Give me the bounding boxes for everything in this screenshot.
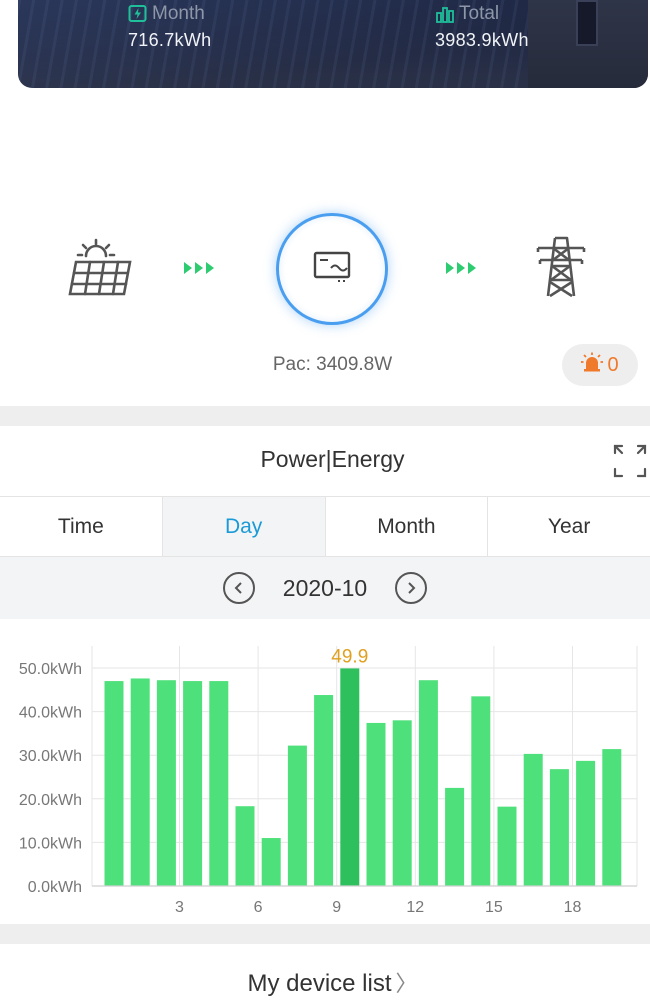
- power-tower-icon: [534, 236, 588, 303]
- x-tick-label: 12: [406, 899, 424, 916]
- fullscreen-icon[interactable]: [613, 444, 647, 483]
- pac-readout: Pac: 3409.8W: [272, 354, 393, 375]
- bar: [392, 720, 412, 886]
- bar: [209, 681, 229, 886]
- month-energy-icon: [128, 4, 148, 24]
- alarm-icon: [581, 352, 604, 378]
- flow-arrows-right: [446, 262, 478, 274]
- summary-banner: Month 716.7kWh Total 3983.9kWh: [18, 0, 648, 88]
- banner-window: [576, 0, 598, 46]
- current-date: 2020-10: [282, 574, 368, 601]
- bar: [602, 749, 622, 886]
- chart-title: Power|Energy: [260, 446, 405, 472]
- date-navigator: 2020-10: [0, 557, 650, 619]
- month-value: 716.7kWh: [128, 30, 212, 50]
- x-tick-label: 18: [564, 899, 582, 916]
- tab-month[interactable]: Month: [325, 497, 489, 556]
- solar-panel-icon: [68, 238, 134, 303]
- bar: [261, 838, 281, 886]
- bar: [314, 695, 334, 886]
- flow-arrows-left: [184, 262, 216, 274]
- device-list-link[interactable]: My device list 〉: [0, 966, 650, 998]
- device-list-label: My device list: [247, 970, 392, 997]
- bar: [445, 787, 465, 886]
- energy-bar-chart: 0.0kWh 10.0kWh 20.0kWh 30.0kWh 40.0kWh 50.0kW…: [0, 630, 650, 920]
- month-stat: Month 716.7kWh: [128, 2, 211, 51]
- period-tabs: Time Day Month Year: [0, 496, 650, 557]
- y-tick-label: 40.0kWh: [19, 705, 82, 722]
- y-tick-label: 30.0kWh: [19, 748, 82, 765]
- bar: [340, 668, 360, 886]
- energy-flow: [0, 210, 650, 330]
- bar: [235, 806, 255, 886]
- prev-date-button[interactable]: [222, 572, 255, 604]
- alarm-count: 0: [607, 353, 619, 376]
- bar: [104, 681, 124, 886]
- inverter-button[interactable]: [276, 213, 388, 325]
- bar: [418, 680, 438, 886]
- bar: [130, 678, 150, 886]
- y-tick-label: 20.0kWh: [19, 792, 82, 809]
- total-bar-icon: [435, 4, 455, 24]
- total-label: Total: [459, 3, 500, 24]
- next-date-button[interactable]: [395, 572, 428, 604]
- section-divider: [0, 406, 650, 426]
- chevron-right-icon: 〉: [395, 971, 418, 996]
- chart-svg: 0.0kWh 10.0kWh 20.0kWh 30.0kWh 40.0kWh 50.0kW…: [19, 646, 638, 916]
- tab-time[interactable]: Time: [0, 497, 163, 556]
- alarm-button[interactable]: 0: [562, 344, 638, 386]
- x-tick-label: 15: [485, 899, 503, 916]
- bar: [523, 753, 543, 886]
- bar: [471, 696, 491, 886]
- y-tick-label: 0.0kWh: [28, 879, 82, 896]
- y-tick-label: 10.0kWh: [19, 835, 82, 852]
- chevron-right-icon: [408, 582, 416, 594]
- x-tick-label: 6: [254, 899, 263, 916]
- inverter-icon: [312, 250, 352, 289]
- bar: [576, 760, 596, 886]
- chevron-left-icon: [234, 582, 242, 594]
- section-divider-bottom: [0, 924, 650, 944]
- x-tick-label: 9: [332, 899, 341, 916]
- total-stat: Total 3983.9kWh: [435, 2, 529, 51]
- bar: [366, 722, 386, 886]
- total-value: 3983.9kWh: [435, 30, 529, 50]
- bar: [287, 745, 307, 886]
- bar: [549, 769, 569, 886]
- tab-day[interactable]: Day: [162, 497, 326, 556]
- y-tick-label: 50.0kWh: [19, 661, 82, 678]
- highlight-value-label: 49.9: [331, 646, 368, 667]
- x-tick-label: 3: [175, 899, 184, 916]
- tab-year[interactable]: Year: [488, 497, 650, 556]
- bar: [497, 806, 517, 886]
- month-label: Month: [152, 3, 205, 24]
- bar: [156, 680, 176, 886]
- bar: [183, 681, 203, 886]
